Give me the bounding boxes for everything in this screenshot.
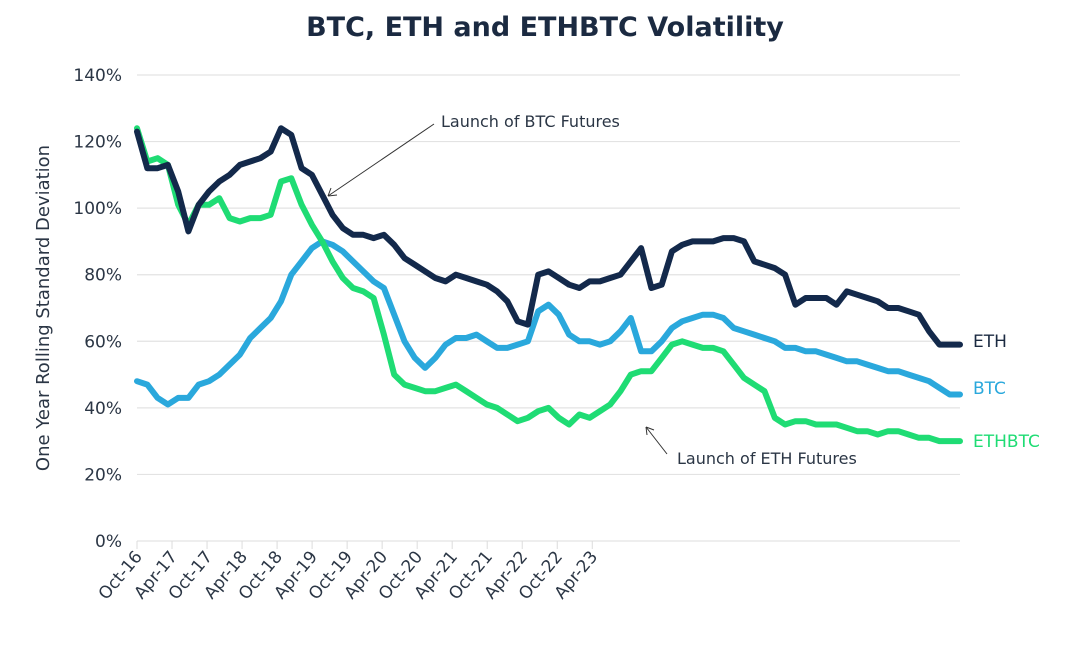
btc-futures-arrowhead: [327, 187, 338, 197]
y-axis-ticks: 0% 20% 40% 60% 80% 100% 120% 140%: [73, 66, 122, 552]
series-line-btc: [134, 238, 963, 408]
y-tick-label: 0%: [95, 532, 122, 552]
eth-futures-arrowhead: [645, 426, 655, 436]
y-tick-label: 100%: [73, 199, 122, 219]
x-axis-ticks: Oct-16Apr-17Oct-17Apr-18Oct-18Apr-19Oct-…: [95, 541, 602, 604]
legend-label-eth: ETH: [973, 332, 1007, 352]
btc-futures-arrow-line: [327, 123, 435, 197]
chart-title: BTC, ETH and ETHBTC Volatility: [306, 12, 784, 43]
y-axis-label: One Year Rolling Standard Deviation: [33, 145, 54, 471]
y-tick-label: 20%: [84, 465, 122, 485]
legend-label-btc: BTC: [973, 379, 1006, 399]
y-tick-label: 40%: [84, 399, 122, 419]
btc-futures-annotation: Launch of BTC Futures: [441, 112, 620, 131]
y-tick-label: 80%: [84, 266, 122, 286]
y-tick-label: 140%: [73, 66, 122, 86]
eth-futures-arrow-line: [645, 426, 668, 455]
legend-label-ethbtc: ETHBTC: [973, 432, 1040, 452]
series-line-ethbtc: [134, 125, 963, 445]
annotations: Launch of BTC Futures Launch of ETH Futu…: [327, 112, 857, 468]
series-line-eth: [134, 125, 963, 348]
y-tick-label: 120%: [73, 133, 122, 153]
series-lines: [134, 125, 963, 445]
y-tick-label: 60%: [84, 332, 122, 352]
eth-futures-annotation: Launch of ETH Futures: [677, 449, 857, 468]
